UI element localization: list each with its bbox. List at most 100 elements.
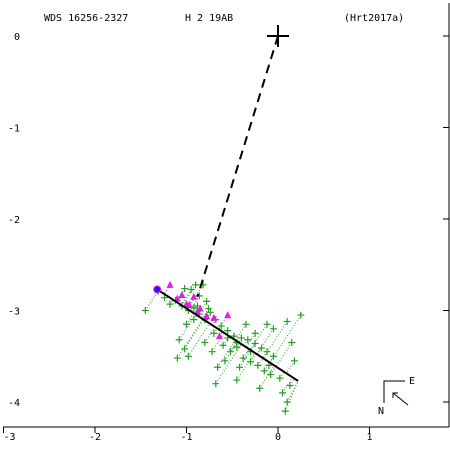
micrometric-residual xyxy=(176,318,204,359)
micrometric-point xyxy=(173,354,181,362)
motion-arrow-icon xyxy=(392,392,409,406)
micrometric-point xyxy=(242,320,250,328)
micrometric-residual xyxy=(286,380,299,403)
micrometric-point xyxy=(247,358,255,366)
micrometric-point xyxy=(290,357,298,365)
micrometric-point xyxy=(236,363,244,371)
micrometric-point xyxy=(190,316,198,324)
micrometric-residual xyxy=(269,314,302,363)
micrometric-point xyxy=(297,311,305,319)
micrometric-point xyxy=(269,352,277,360)
micrometric-residual xyxy=(243,339,249,347)
micrometric-residual xyxy=(217,339,236,368)
micrometric-point xyxy=(239,354,247,362)
micrometric-residual xyxy=(279,371,285,379)
orientation-compass: E N xyxy=(378,376,415,417)
y-tick-label: 0 xyxy=(14,32,20,43)
micrometric-point xyxy=(263,348,271,356)
micrometric-residual xyxy=(224,341,238,362)
speckle-point xyxy=(166,280,174,288)
latest-point xyxy=(153,285,162,294)
micrometric-residual xyxy=(144,289,159,311)
x-tick-label: -3 xyxy=(4,432,16,443)
micrometric-point xyxy=(212,380,220,388)
micrometric-residual xyxy=(235,323,247,341)
micrometric-residual xyxy=(256,347,262,355)
micrometric-residual xyxy=(239,349,252,368)
micrometric-residual xyxy=(289,378,295,386)
micrometric-point xyxy=(288,339,296,347)
micrometric-residual xyxy=(201,308,209,319)
micrometric-residual xyxy=(211,332,225,352)
micrometric-point xyxy=(210,329,218,337)
micrometric-residual xyxy=(257,357,264,366)
micrometric-point xyxy=(201,339,209,347)
y-tick-label: -2 xyxy=(8,215,20,226)
speckle-residual xyxy=(185,296,195,309)
speckle-point xyxy=(190,292,198,300)
micrometric-point xyxy=(251,339,259,347)
micrometric-residual xyxy=(204,326,216,343)
compass-north-label: N xyxy=(378,406,384,417)
compass-east-label: E xyxy=(409,376,415,387)
micrometric-point xyxy=(221,357,229,365)
component-label: H 2 19AB xyxy=(185,13,233,24)
micrometric-point xyxy=(219,341,227,349)
micrometric-point xyxy=(181,345,189,353)
micrometric-residual xyxy=(187,323,211,357)
micrometric-point xyxy=(233,376,241,384)
plot-frame xyxy=(3,3,450,428)
speckle-point xyxy=(224,311,232,319)
reference-label: (Hrt2017a) xyxy=(344,13,404,24)
micrometric-residual xyxy=(236,352,256,381)
micrometric-residual xyxy=(192,305,198,314)
orbit-lines xyxy=(156,35,299,382)
x-tick-label: 0 xyxy=(275,432,281,443)
micrometric-point xyxy=(217,322,225,330)
axis-ticks xyxy=(3,35,449,433)
micrometric-point xyxy=(192,281,200,289)
micrometric-residual xyxy=(181,284,197,306)
compass-axes xyxy=(383,380,405,403)
speckle-point xyxy=(210,313,218,321)
micrometric-point xyxy=(237,334,245,342)
micrometric-residual xyxy=(250,343,256,351)
micrometric-point xyxy=(184,352,192,360)
micrometric-residual xyxy=(284,380,299,412)
x-tick-label: -2 xyxy=(89,432,101,443)
micrometric-point xyxy=(269,325,277,333)
micrometric-residual xyxy=(178,314,197,341)
speckle-point xyxy=(203,311,211,319)
micrometric-point xyxy=(226,348,234,356)
speckle-point xyxy=(185,301,193,309)
micrometric-point xyxy=(166,300,174,308)
micrometric-point xyxy=(276,374,284,382)
micrometric-series xyxy=(141,281,305,415)
line-of-nodes xyxy=(196,35,279,298)
y-tick-label: -3 xyxy=(8,307,20,318)
micrometric-point xyxy=(279,389,287,397)
micrometric-point xyxy=(244,336,252,344)
micrometric-point xyxy=(175,336,183,344)
micrometric-point xyxy=(206,308,214,316)
primary-star xyxy=(267,25,289,47)
micrometric-point xyxy=(183,320,190,328)
micrometric-point xyxy=(283,317,291,325)
micrometric-residual xyxy=(215,343,242,384)
micrometric-point xyxy=(281,407,289,415)
micrometric-residual xyxy=(180,289,192,306)
micrometric-point xyxy=(267,371,275,379)
micrometric-point xyxy=(214,363,222,371)
y-tick-label: -4 xyxy=(8,398,20,409)
micrometric-residual xyxy=(256,328,274,355)
micrometric-residual xyxy=(186,312,195,325)
micrometric-point xyxy=(208,348,216,356)
micrometric-point xyxy=(204,305,212,313)
speckle-point xyxy=(173,294,181,302)
micrometric-point xyxy=(263,320,271,328)
micrometric-residual xyxy=(249,323,268,351)
speckle-point xyxy=(178,290,186,298)
micrometric-residual xyxy=(275,342,293,367)
micrometric-residual xyxy=(269,355,274,363)
